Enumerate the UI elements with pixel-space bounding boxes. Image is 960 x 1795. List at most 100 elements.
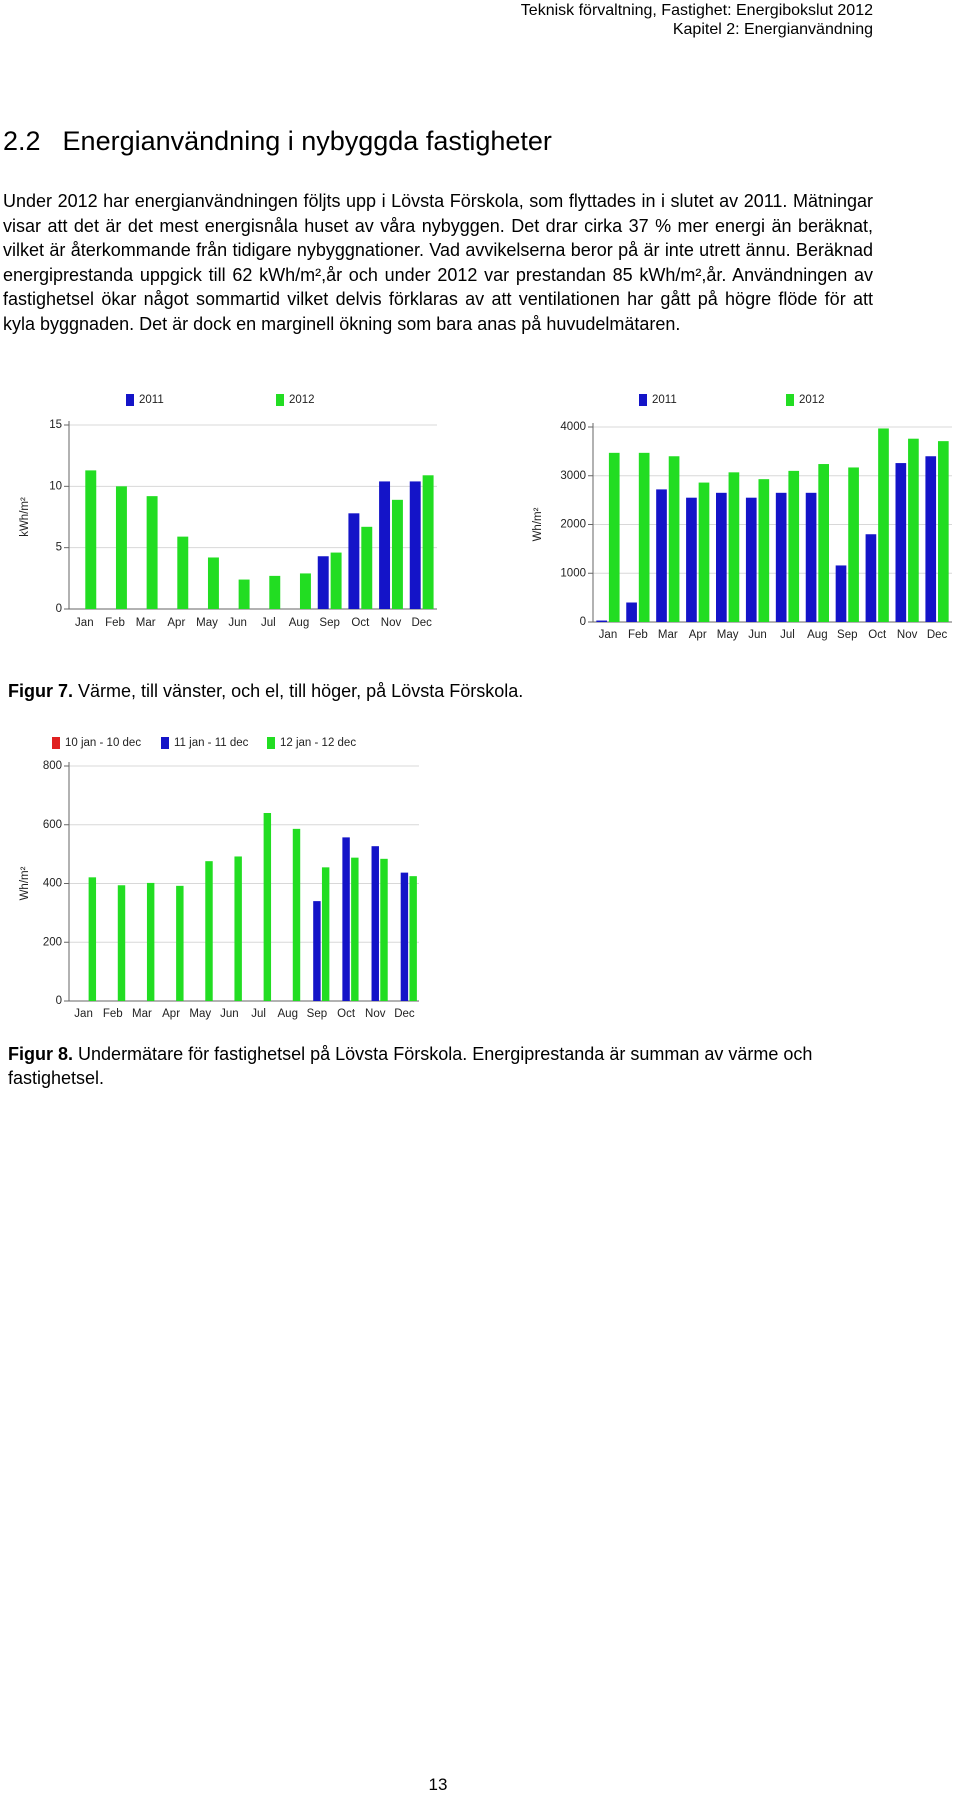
x-tick-label: Dec [411, 617, 432, 629]
bar [758, 479, 770, 622]
figure-caption: Figur 8. Undermätare för fastighetsel på… [8, 1042, 876, 1090]
section-heading: 2.2 Energianvändning i nybyggda fastighet… [3, 126, 552, 157]
bar [115, 486, 127, 609]
figure-caption: Figur 7. Värme, till vänster, och el, ti… [8, 679, 876, 703]
x-tick-label: Nov [381, 617, 402, 629]
bar [85, 470, 97, 609]
bar [292, 828, 301, 1001]
y-tick-label: 2000 [560, 519, 586, 531]
bar [88, 877, 97, 1001]
bar [176, 885, 184, 1001]
x-tick-label: Jan [74, 1008, 93, 1020]
bar [380, 858, 388, 1001]
chart: 0 200 400 600 800 Wh/m² 10 jan - 10 dec 11 jan … [19, 737, 419, 1020]
legend-label: 2011 [652, 394, 677, 406]
x-tick-label: Mar [658, 629, 678, 641]
bar [351, 857, 359, 1001]
bar [596, 620, 608, 622]
x-tick-label: Apr [162, 1008, 180, 1020]
bar [117, 885, 126, 1001]
y-tick-label: 0 [56, 995, 62, 1007]
legend-swatch [126, 394, 134, 406]
header-line: Kapitel 2: Energianvändning [672, 21, 873, 38]
x-tick-label: Jun [220, 1008, 239, 1020]
bar [818, 464, 829, 622]
y-tick-label: 10 [49, 480, 62, 492]
legend-swatch [267, 737, 275, 749]
legend-swatch [276, 394, 284, 406]
x-tick-label: Aug [278, 1008, 298, 1020]
y-tick-label: 0 [56, 603, 62, 615]
bar [400, 872, 409, 1001]
x-tick-label: Apr [689, 629, 707, 641]
chart: 0 5 10 15 kWh/m² 2011 2012 Jan Feb Mar Apr May Jun Ju… [19, 394, 437, 629]
y-tick-label: 600 [43, 819, 62, 831]
bar [745, 497, 757, 622]
legend-label: 11 jan - 11 dec [174, 737, 249, 749]
x-tick-label: Jul [780, 629, 795, 641]
x-tick-label: Mar [136, 617, 156, 629]
y-tick-label: 0 [580, 616, 586, 628]
x-tick-label: Aug [289, 617, 309, 629]
bar [409, 876, 417, 1001]
bar [234, 856, 242, 1001]
y-tick-label: 4000 [560, 421, 586, 433]
caption-label: Figur 7. [8, 681, 74, 701]
x-tick-label: Nov [897, 629, 918, 641]
chart: 0 1000 2000 3000 4000 Wh/m² 2011 2012 Jan Feb Mar A… [532, 394, 952, 641]
bar [865, 534, 877, 622]
bar [728, 472, 740, 622]
legend-swatch [161, 737, 169, 749]
bar [409, 481, 421, 609]
x-tick-label: May [717, 629, 739, 641]
x-tick-label: Sep [307, 1008, 327, 1020]
y-tick-label: 3000 [560, 470, 586, 482]
x-tick-label: Sep [319, 617, 339, 629]
bar [379, 481, 391, 609]
y-tick-label: 400 [43, 878, 62, 890]
section-number: 2.2 [3, 126, 41, 156]
bar [848, 467, 859, 622]
header-line: Teknisk förvaltning, Fastighet: Energibo… [520, 2, 873, 19]
bar [608, 452, 620, 622]
x-tick-label: May [189, 1008, 211, 1020]
x-tick-label: Nov [365, 1008, 386, 1020]
bar [895, 463, 907, 622]
bar [908, 438, 919, 622]
legend-label: 2011 [139, 394, 164, 406]
y-tick-label: 800 [43, 760, 62, 772]
y-tick-label: 5 [56, 542, 62, 554]
x-tick-label: Dec [394, 1008, 415, 1020]
bar [878, 428, 889, 622]
bar [686, 497, 697, 622]
bar [422, 475, 434, 609]
bar [205, 861, 213, 1001]
bar [638, 452, 650, 622]
x-tick-label: Sep [837, 629, 857, 641]
x-tick-label: Oct [337, 1008, 356, 1020]
x-tick-label: Jul [251, 1008, 266, 1020]
x-tick-label: May [196, 617, 218, 629]
bar [805, 492, 817, 622]
bar [238, 579, 250, 609]
legend-swatch [52, 737, 60, 749]
legend-label: 12 jan - 12 dec [280, 737, 356, 749]
bar [348, 513, 360, 609]
legend-label: 2012 [799, 394, 825, 406]
bar [342, 837, 350, 1001]
bar [177, 536, 189, 609]
bar [313, 901, 321, 1001]
x-tick-label: Feb [103, 1008, 123, 1020]
y-tick-label: 200 [43, 936, 62, 948]
legend-swatch [786, 394, 794, 406]
bar [788, 470, 800, 622]
bar [361, 526, 373, 609]
x-tick-label: Feb [105, 617, 125, 629]
paragraph: Under 2012 har energianvändningen följts… [3, 191, 873, 334]
bar [698, 482, 710, 622]
bar [626, 602, 637, 622]
x-tick-label: Oct [868, 629, 887, 641]
bar [656, 489, 667, 622]
caption-text: Värme, till vänster, och el, till höger,… [78, 681, 524, 701]
bar [330, 552, 342, 609]
